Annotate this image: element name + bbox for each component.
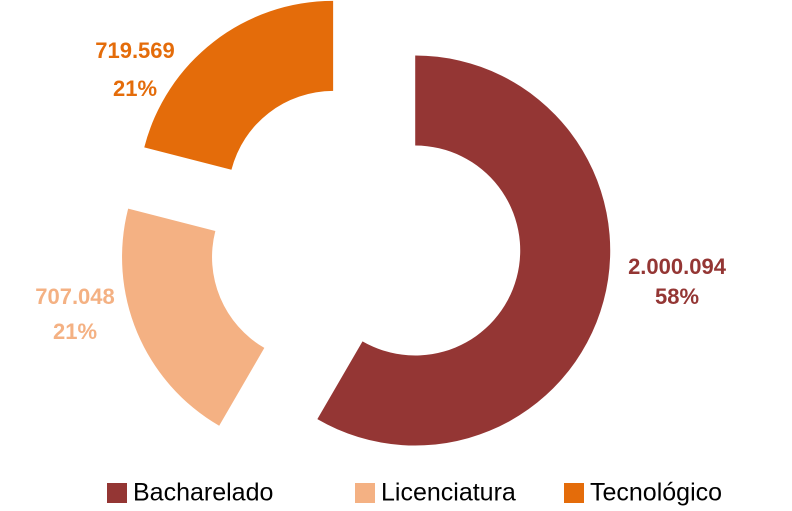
legend-swatch (564, 483, 584, 503)
percent-label: 21% (53, 319, 97, 344)
donut-segment (317, 55, 611, 446)
legend-label: Licenciatura (381, 479, 516, 507)
percent-label: 58% (655, 284, 699, 309)
value-label: 2.000.094 (628, 254, 727, 279)
percent-label: 21% (113, 76, 157, 101)
value-label: 707.048 (35, 284, 115, 309)
value-label: 719.569 (95, 38, 175, 63)
legend-label: Tecnológico (590, 479, 722, 507)
donut-segment (122, 208, 265, 426)
legend-swatch (355, 483, 375, 503)
legend-swatch (107, 483, 127, 503)
donut-segment (144, 0, 334, 170)
legend-label: Bacharelado (133, 479, 273, 507)
